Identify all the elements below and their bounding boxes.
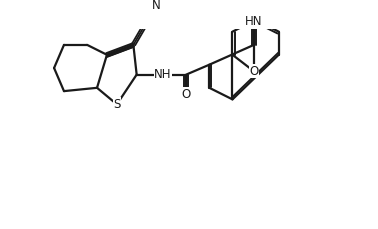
Text: O: O bbox=[249, 65, 259, 78]
Text: HN: HN bbox=[245, 15, 263, 28]
Text: O: O bbox=[181, 88, 191, 101]
Text: N: N bbox=[152, 0, 161, 12]
Text: NH: NH bbox=[154, 68, 172, 81]
Text: S: S bbox=[113, 98, 121, 111]
